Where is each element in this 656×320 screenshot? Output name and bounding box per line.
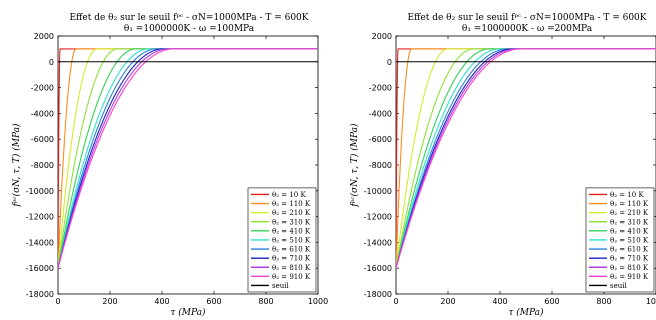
legend-entry-label: θ₂ = 410 K [610, 227, 649, 235]
x-tick-label: 600 [206, 297, 221, 306]
x-tick-label: 0 [55, 297, 60, 306]
series-line [396, 48, 656, 269]
legend-entry-label: θ₂ = 710 K [610, 255, 649, 263]
y-axis-label: fᵖᶜ(σN, τ, T) (MPa) [349, 123, 360, 208]
y-tick-label: 0 [49, 58, 54, 67]
y-tick-label: -16000 [26, 264, 54, 273]
legend-entry-label: θ₂ = 510 K [272, 236, 311, 244]
legend-entry-label: θ₂ = 410 K [272, 227, 311, 235]
legend-entry-label: θ₂ = 910 K [272, 273, 311, 281]
y-tick-label: -14000 [26, 238, 54, 247]
y-tick-label: -6000 [369, 135, 392, 144]
series-lines [58, 48, 318, 269]
y-tick-label: 2000 [372, 32, 392, 41]
series-line [396, 48, 656, 269]
series-line [396, 48, 656, 269]
y-tick-label: -8000 [31, 161, 54, 170]
x-tick-label: 800 [258, 297, 273, 306]
legend-entry-label: θ₂ = 210 K [610, 209, 649, 217]
series-line [396, 48, 656, 269]
legend-entry-label: θ₂ = 210 K [272, 209, 311, 217]
y-tick-label: -10000 [364, 187, 392, 196]
series-line [58, 48, 318, 269]
y-tick-label: 2000 [34, 32, 54, 41]
y-tick-label: -16000 [364, 264, 392, 273]
panel-title-line1: Effet de θ₂ sur le seuil fᵖᶜ - σN=1000MP… [69, 13, 308, 23]
legend: θ₂ = 10 Kθ₂ = 110 Kθ₂ = 210 Kθ₂ = 310 Kθ… [585, 187, 655, 293]
series-line [58, 48, 318, 269]
series-line [58, 48, 318, 269]
legend-entry-label: θ₂ = 610 K [272, 246, 311, 254]
legend-entry-label: θ₂ = 810 K [272, 264, 311, 272]
x-axis-label: τ (MPa) [508, 307, 544, 318]
x-axis-label: τ (MPa) [170, 307, 206, 318]
y-tick-label: -10000 [26, 187, 54, 196]
legend-entry-label: seuil [610, 282, 627, 290]
legend-entry-label: θ₂ = 510 K [610, 236, 649, 244]
y-tick-label: -2000 [31, 84, 54, 93]
x-tick-label: 600 [544, 297, 559, 306]
series-line [396, 48, 656, 269]
x-tick-label: 400 [154, 297, 169, 306]
series-line [396, 48, 656, 269]
y-axis-label: fᵖᶜ(σN, τ, T) (MPa) [11, 123, 22, 208]
legend-entry-label: θ₂ = 10 K [272, 191, 306, 199]
x-tick-label: 1000 [646, 297, 656, 306]
series-line [58, 48, 318, 269]
y-tick-label: -18000 [364, 290, 392, 299]
legend-entry-label: θ₂ = 710 K [272, 255, 311, 263]
legend-entry-label: θ₂ = 10 K [610, 191, 644, 199]
legend-entry-label: θ₂ = 310 K [610, 218, 649, 226]
x-tick-label: 0 [393, 297, 398, 306]
series-line [396, 48, 656, 269]
series-line [58, 48, 318, 269]
y-tick-label: -8000 [369, 161, 392, 170]
y-tick-label: 0 [387, 58, 392, 67]
y-tick-label: -12000 [26, 213, 54, 222]
series-lines [396, 48, 656, 269]
legend-entry-label: θ₂ = 610 K [610, 246, 649, 254]
series-line [396, 48, 656, 269]
y-tick-label: -4000 [31, 109, 54, 118]
series-line [58, 48, 318, 269]
legend-entry-label: seuil [272, 282, 289, 290]
x-tick-label: 1000 [308, 297, 328, 306]
y-tick-label: -12000 [364, 213, 392, 222]
x-tick-label: 200 [102, 297, 117, 306]
series-line [58, 48, 318, 269]
plot-area-right: 0 200 400 600 800 1000 2000 0 -2000 -4000 -6000 -80… [349, 32, 656, 318]
y-tick-label: -18000 [26, 290, 54, 299]
legend-entry-label: θ₂ = 110 K [272, 200, 311, 208]
panel-title-line2: θ₁ =1000000K - ω =100MPa [124, 24, 255, 34]
panel-title-line1: Effet de θ₂ sur le seuil fᵖᶜ - σN=1000MP… [407, 13, 646, 23]
series-line [396, 48, 656, 269]
legend: θ₂ = 10 Kθ₂ = 110 Kθ₂ = 210 Kθ₂ = 310 Kθ… [247, 187, 317, 293]
panel-right: Effet de θ₂ sur le seuil fᵖᶜ - σN=1000MP… [349, 13, 656, 318]
series-line [58, 48, 318, 269]
x-tick-label: 400 [492, 297, 507, 306]
series-line [58, 48, 318, 269]
y-tick-label: -6000 [31, 135, 54, 144]
legend-entry-label: θ₂ = 810 K [610, 264, 649, 272]
panel-left: Effet de θ₂ sur le seuil fᵖᶜ - σN=1000MP… [11, 13, 328, 318]
series-line [58, 48, 318, 269]
y-tick-label: -4000 [369, 109, 392, 118]
y-tick-label: -2000 [369, 84, 392, 93]
legend-entry-label: θ₂ = 910 K [610, 273, 649, 281]
plot-area-left: 0 200 400 600 800 1000 2000 0 -2000 -4000 -6000 -80… [11, 32, 328, 318]
legend-entry-label: θ₂ = 110 K [610, 200, 649, 208]
x-tick-label: 800 [596, 297, 611, 306]
y-tick-label: -14000 [364, 238, 392, 247]
panel-title-line2: θ₁ =1000000K - ω =200MPa [462, 24, 593, 34]
legend-entry-label: θ₂ = 310 K [272, 218, 311, 226]
x-tick-label: 200 [440, 297, 455, 306]
series-line [396, 48, 656, 269]
